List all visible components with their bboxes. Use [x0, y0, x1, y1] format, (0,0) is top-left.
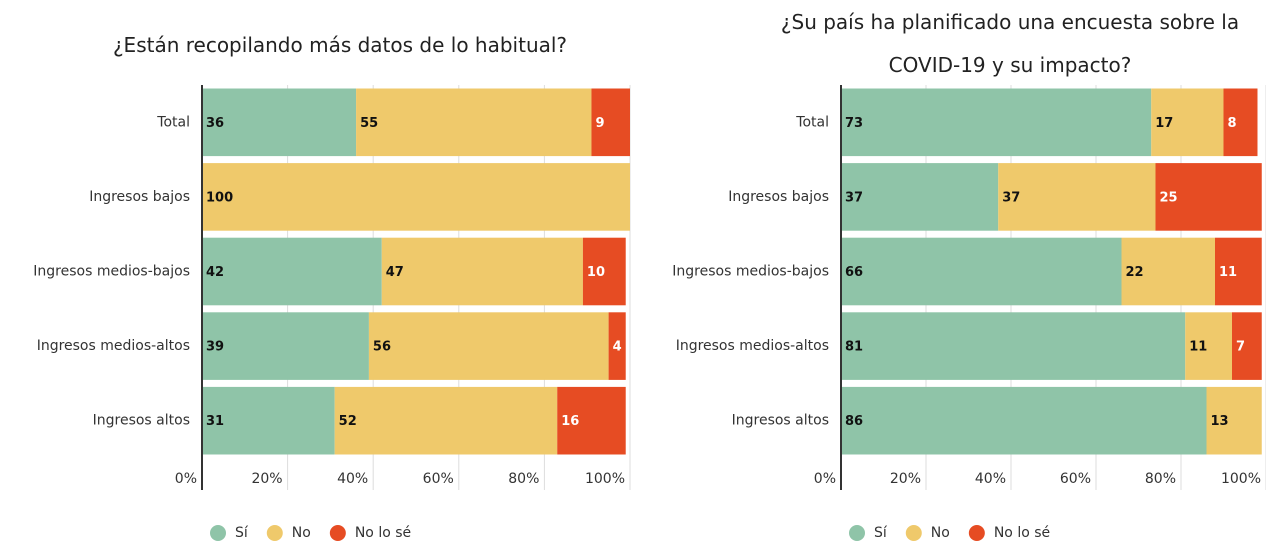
data-label: 47 [386, 265, 404, 280]
x-tick-label: 80% [1145, 471, 1176, 487]
legend-swatch [266, 525, 283, 541]
x-tick-label: 100% [585, 471, 625, 487]
bar-segment [1215, 237, 1262, 306]
y-tick-label: Ingresos medios-altos [676, 338, 829, 354]
legend-swatch [329, 525, 346, 541]
data-label: 66 [845, 265, 863, 280]
data-label: 36 [206, 116, 224, 131]
legend-label: No lo sé [994, 525, 1050, 541]
legend-label: Sí [235, 525, 249, 541]
x-tick-label: 40% [975, 471, 1006, 487]
y-tick-label: Total [795, 114, 829, 130]
data-label: 55 [360, 116, 378, 131]
y-tick-label: Total [156, 114, 190, 130]
y-tick-label: Ingresos medios-bajos [33, 264, 190, 280]
bar-segment [591, 88, 630, 157]
data-label: 10 [587, 265, 605, 280]
legend-label: No lo sé [355, 525, 411, 541]
data-label: 11 [1189, 340, 1207, 355]
y-tick-label: Ingresos bajos [728, 189, 829, 205]
data-label: 81 [845, 340, 863, 355]
bar-segment [841, 312, 1186, 380]
x-tick-label: 100% [1221, 471, 1261, 487]
legend-swatch [905, 525, 922, 541]
data-label: 13 [1211, 414, 1229, 429]
legend-swatch [210, 525, 226, 541]
y-tick-label: Ingresos altos [93, 413, 190, 429]
x-tick-label: 40% [337, 471, 368, 487]
bar-segment [202, 237, 382, 306]
x-tick-label: 20% [251, 471, 282, 487]
legend-label: No [931, 525, 950, 541]
chart-title: ¿Están recopilando más datos de lo habit… [112, 33, 568, 57]
bar-segment [1223, 88, 1258, 157]
data-label: 100 [206, 190, 233, 205]
bar-segment [608, 312, 626, 380]
bar-segment [841, 88, 1152, 157]
legend-label: Sí [874, 525, 888, 541]
bar-segment [582, 237, 626, 306]
data-label: 42 [206, 265, 224, 280]
data-label: 7 [1236, 340, 1245, 355]
data-label: 86 [845, 414, 863, 429]
x-tick-label: 20% [890, 471, 921, 487]
data-label: 31 [206, 414, 224, 429]
y-tick-label: Ingresos medios-bajos [672, 264, 829, 280]
bar-segment [1155, 163, 1262, 231]
bar-segment [557, 386, 626, 455]
bar-segment [368, 312, 609, 380]
data-label: 39 [206, 340, 224, 355]
y-tick-label: Ingresos medios-altos [37, 338, 190, 354]
bar-segment [1185, 312, 1232, 380]
bar-segment [334, 386, 558, 455]
bar-segment [202, 386, 335, 455]
legend-label: No [292, 525, 311, 541]
data-label: 16 [561, 414, 579, 429]
data-label: 22 [1126, 265, 1144, 280]
bar-segment [356, 88, 592, 157]
x-tick-label: 60% [1060, 471, 1091, 487]
x-tick-label: 60% [423, 471, 454, 487]
legend-swatch [968, 525, 985, 541]
bar-segment [1232, 312, 1262, 380]
bar-segment [202, 88, 357, 157]
data-label: 37 [1002, 190, 1020, 205]
bar-segment [841, 237, 1122, 306]
data-label: 56 [373, 340, 391, 355]
bar-segment [381, 237, 583, 306]
data-label: 73 [845, 116, 863, 131]
data-label: 11 [1219, 265, 1237, 280]
x-tick-label: 0% [175, 471, 197, 487]
bar-segment [841, 386, 1207, 455]
chart-title: ¿Su país ha planificado una encuesta sob… [780, 10, 1240, 77]
bar-segment [841, 163, 999, 231]
x-tick-label: 80% [508, 471, 539, 487]
data-label: 4 [613, 340, 622, 355]
bar-segment [1121, 237, 1215, 306]
y-tick-label: Ingresos bajos [89, 189, 190, 205]
bar-segment [998, 163, 1156, 231]
bar-segment [202, 312, 369, 380]
data-label: 52 [339, 414, 357, 429]
data-label: 9 [595, 116, 604, 131]
bar-segment [1151, 88, 1224, 157]
legend-swatch [849, 525, 865, 541]
bar-segment [202, 163, 630, 231]
data-label: 8 [1228, 116, 1237, 131]
y-tick-label: Ingresos altos [732, 413, 829, 429]
data-label: 17 [1155, 116, 1173, 131]
x-tick-label: 0% [814, 471, 836, 487]
data-label: 25 [1160, 190, 1178, 205]
bar-segment [1206, 386, 1262, 455]
data-label: 37 [845, 190, 863, 205]
